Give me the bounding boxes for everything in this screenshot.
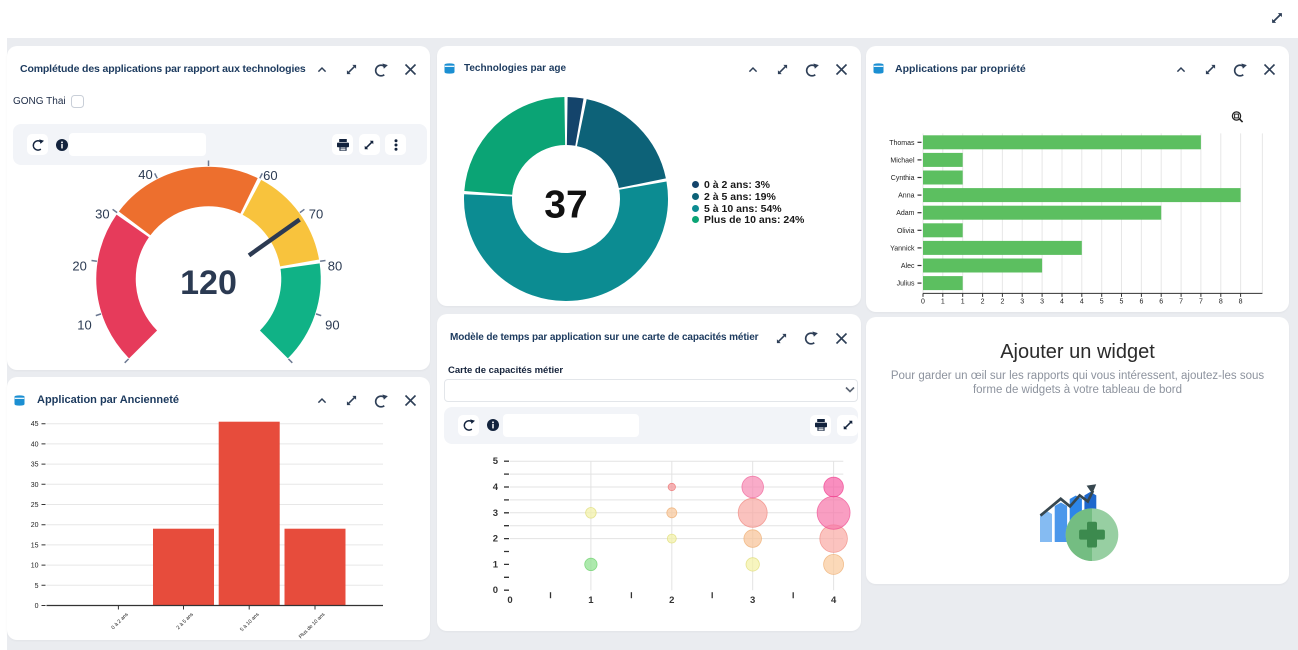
svg-text:1: 1 xyxy=(588,595,594,606)
svg-text:2: 2 xyxy=(493,534,498,545)
svg-text:40: 40 xyxy=(31,441,39,448)
svg-text:4: 4 xyxy=(493,482,499,493)
svg-text:10: 10 xyxy=(31,563,39,570)
svg-text:60: 60 xyxy=(263,168,277,183)
svg-text:1: 1 xyxy=(493,559,499,570)
svg-text:5: 5 xyxy=(493,456,499,467)
svg-text:70: 70 xyxy=(309,206,323,221)
svg-text:0: 0 xyxy=(35,603,39,610)
svg-text:Julius: Julius xyxy=(897,281,915,288)
svg-text:4: 4 xyxy=(1080,298,1084,305)
svg-text:30: 30 xyxy=(31,482,39,489)
svg-text:6: 6 xyxy=(1159,298,1163,305)
svg-text:90: 90 xyxy=(325,317,339,332)
svg-text:Adam: Adam xyxy=(896,210,914,217)
svg-text:Yannick: Yannick xyxy=(890,245,915,252)
svg-text:40: 40 xyxy=(138,167,152,182)
svg-text:5: 5 xyxy=(1100,298,1104,305)
svg-text:3: 3 xyxy=(750,595,755,606)
svg-text:20: 20 xyxy=(72,259,86,274)
svg-text:4: 4 xyxy=(831,595,837,606)
svg-text:Olivia: Olivia xyxy=(897,228,915,235)
svg-text:1: 1 xyxy=(941,298,945,305)
svg-text:7: 7 xyxy=(1179,298,1183,305)
svg-text:Cynthia: Cynthia xyxy=(891,175,915,182)
svg-text:0: 0 xyxy=(507,595,512,606)
svg-text:2: 2 xyxy=(669,595,674,606)
svg-text:Plus de 10 ans: Plus de 10 ans xyxy=(298,611,327,640)
svg-text:0: 0 xyxy=(921,298,925,305)
svg-text:45: 45 xyxy=(31,421,39,428)
svg-text:10: 10 xyxy=(77,317,91,332)
svg-text:20: 20 xyxy=(31,522,39,529)
svg-text:80: 80 xyxy=(328,259,342,274)
svg-text:Anna: Anna xyxy=(898,193,914,200)
svg-text:4: 4 xyxy=(1060,298,1064,305)
svg-text:30: 30 xyxy=(95,206,109,221)
svg-text:0 à 2 ans: 0 à 2 ans xyxy=(110,611,130,631)
svg-text:1: 1 xyxy=(961,298,965,305)
svg-text:5 à 10 ans: 5 à 10 ans xyxy=(239,611,261,633)
svg-text:15: 15 xyxy=(31,542,39,549)
svg-text:120: 120 xyxy=(180,264,237,302)
svg-text:2 à 5 ans: 2 à 5 ans xyxy=(176,611,196,631)
svg-text:3: 3 xyxy=(1040,298,1044,305)
svg-text:0: 0 xyxy=(493,585,498,596)
svg-text:2: 2 xyxy=(1000,298,1004,305)
svg-text:5: 5 xyxy=(35,583,39,590)
svg-text:3: 3 xyxy=(493,508,498,519)
svg-text:3: 3 xyxy=(1020,298,1024,305)
svg-text:37: 37 xyxy=(544,184,587,227)
svg-text:Michael: Michael xyxy=(890,157,915,164)
svg-text:7: 7 xyxy=(1199,298,1203,305)
svg-text:Thomas: Thomas xyxy=(889,140,915,147)
svg-text:8: 8 xyxy=(1219,298,1223,305)
svg-text:5: 5 xyxy=(1120,298,1124,305)
svg-text:25: 25 xyxy=(31,502,39,509)
svg-text:6: 6 xyxy=(1139,298,1143,305)
svg-text:35: 35 xyxy=(31,462,39,469)
svg-text:2: 2 xyxy=(981,298,985,305)
svg-text:Alec: Alec xyxy=(901,263,915,270)
svg-text:8: 8 xyxy=(1239,298,1243,305)
